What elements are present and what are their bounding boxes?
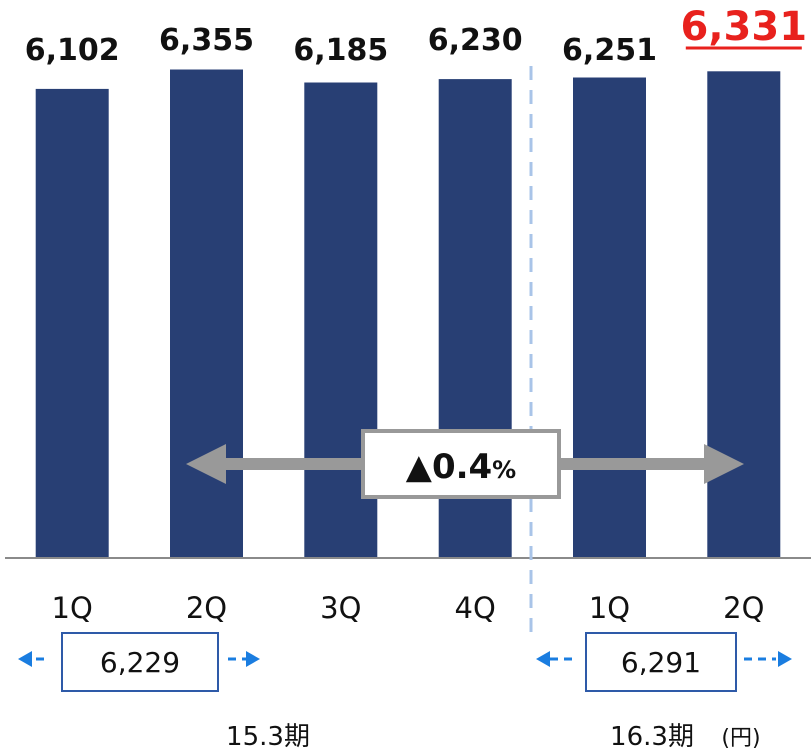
bar-value-label: 6,102	[25, 33, 120, 68]
unit-label: (円)	[721, 726, 760, 750]
bar-value-label: 6,331	[681, 4, 808, 50]
x-tick-label: 2Q	[186, 591, 227, 625]
period-average-box	[61, 632, 219, 692]
change-arrow-right-head	[704, 444, 744, 484]
period-average-arrowhead-right	[778, 651, 792, 667]
value-labels-layer: 6,102 6,355 6,185 6,230 6,251 6,331	[25, 4, 807, 68]
period-average-16-3: 6,291 16.3期 (円)	[536, 632, 792, 750]
change-box	[361, 429, 561, 499]
period-label: 16.3期	[610, 722, 694, 750]
change-arrow-left-head	[186, 444, 226, 484]
period-average-value: 6,229	[100, 646, 180, 679]
x-tick-label: 1Q	[52, 591, 93, 625]
x-tick-label: 3Q	[320, 591, 361, 625]
bar-value-label: 6,251	[562, 33, 657, 68]
period-average-arrowhead-right	[246, 651, 260, 667]
period-average-value: 6,291	[621, 646, 701, 679]
period-average-arrowhead-left	[536, 651, 550, 667]
bar-value-label: 6,185	[293, 33, 388, 68]
x-tick-label: 2Q	[723, 591, 764, 625]
bar	[707, 71, 781, 559]
bar-value-label: 6,355	[159, 23, 254, 58]
change-arrow: ▲0.4%	[186, 429, 744, 499]
bars-layer	[35, 69, 781, 559]
x-tick-label: 4Q	[455, 591, 496, 625]
period-label: 15.3期	[226, 722, 310, 750]
change-label: ▲0.4%	[406, 447, 516, 487]
bar	[35, 88, 109, 559]
bar	[573, 77, 646, 558]
bar	[170, 69, 243, 558]
period-average-box	[585, 632, 737, 692]
bar-value-label: 6,230	[428, 23, 523, 58]
x-tick-label: 1Q	[589, 591, 630, 625]
period-average-15-3: 6,229 15.3期	[18, 632, 310, 750]
tick-labels-layer: 1Q 2Q 3Q 4Q 1Q 2Q	[52, 591, 765, 625]
period-average-arrowhead-left	[18, 651, 32, 667]
